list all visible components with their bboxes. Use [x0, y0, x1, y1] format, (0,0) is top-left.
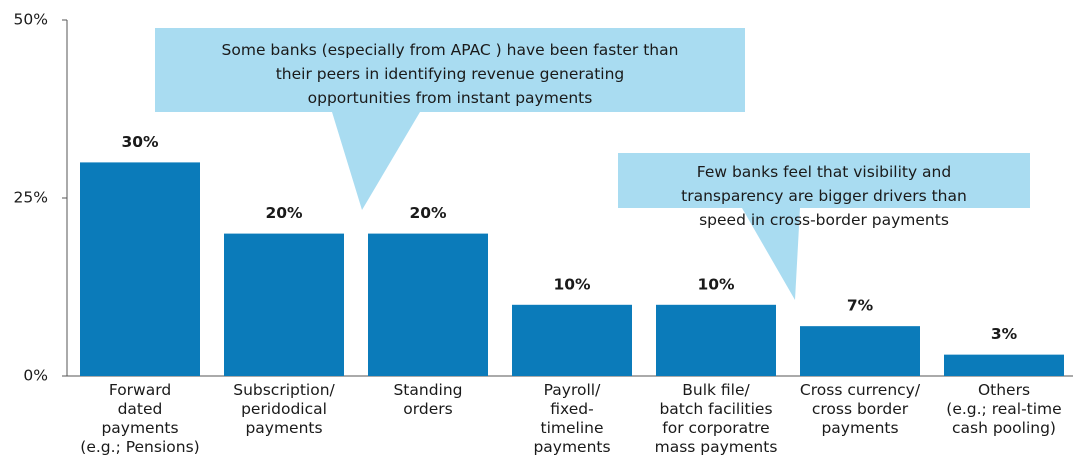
value-label: 10% [553, 275, 591, 293]
value-label: 10% [697, 275, 735, 293]
callout-box [155, 28, 745, 210]
y-tick-label: 0% [23, 367, 48, 385]
y-tick-label: 25% [14, 189, 48, 207]
x-tick-label: Cross currency/cross border payments [800, 381, 921, 437]
annotation: Few banks feel that visibility and transp… [681, 163, 967, 229]
value-label: 7% [847, 297, 874, 315]
x-tick-label: Forward dated payments (e.g.; Pensions) [80, 381, 199, 456]
x-tick-label: Payroll/fixed-timeline payments [533, 381, 610, 456]
bar [224, 233, 344, 376]
bar [944, 354, 1064, 376]
x-tick-label: Standing orders [393, 381, 462, 418]
bar [656, 304, 776, 376]
y-tick-label: 50% [14, 11, 48, 29]
bar [512, 304, 632, 376]
annotation: Some banks (especially from APAC ) have … [222, 41, 679, 107]
bar [800, 326, 920, 376]
x-tick-label: Subscription/peridodical payments [233, 381, 335, 437]
value-label: 30% [121, 133, 159, 151]
value-label: 20% [265, 204, 303, 222]
bar [80, 162, 200, 376]
value-label: 20% [409, 204, 447, 222]
bar [368, 233, 488, 376]
callout-box [618, 153, 1030, 300]
x-tick-label: Others (e.g.; real-time cash pooling) [946, 381, 1061, 437]
value-label: 3% [991, 325, 1018, 343]
x-tick-label: Bulk file/batch facilities for corporatre… [655, 381, 778, 456]
